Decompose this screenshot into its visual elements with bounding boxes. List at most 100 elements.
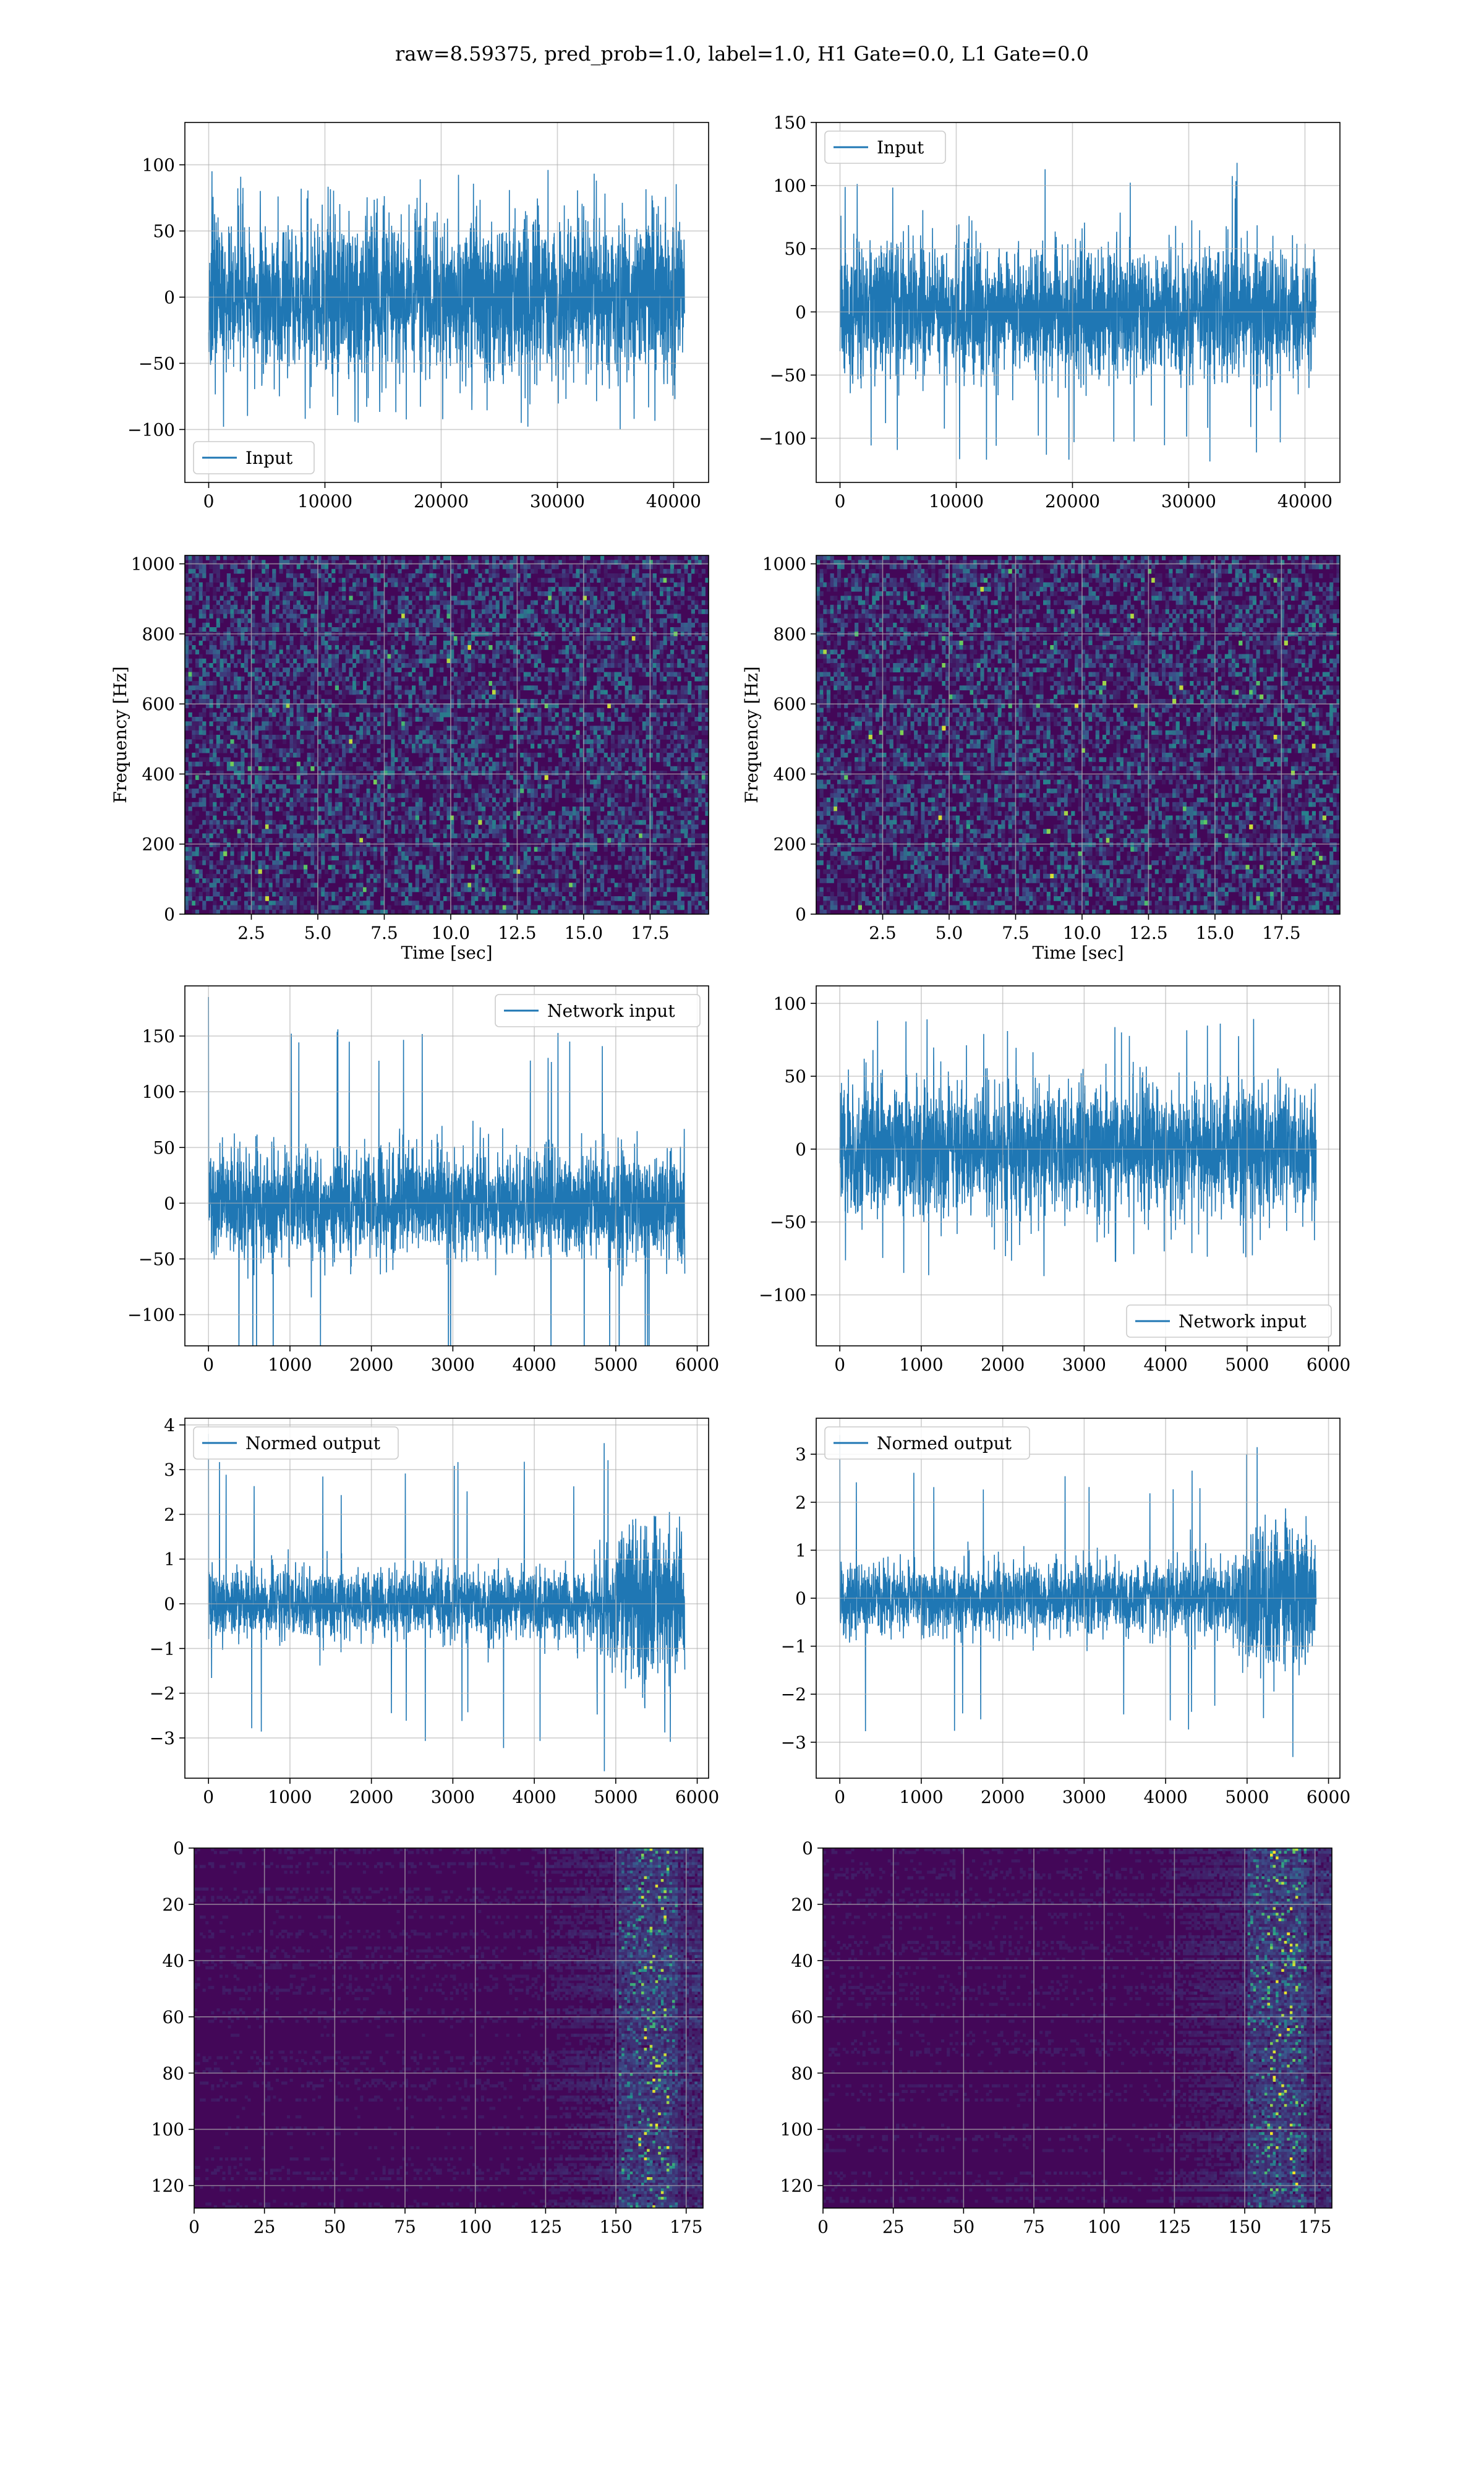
l1-normed-output-y-tick-label: −2 <box>781 1684 806 1705</box>
h1-feature-map-y-tick-label: 100 <box>151 2120 184 2140</box>
h1-normed-output-y-tick-label: 0 <box>164 1594 175 1614</box>
h1-input-y-tick-label: 0 <box>164 287 175 307</box>
l1-normed-output-y-tick-label: −3 <box>781 1732 806 1753</box>
l1-feature-map-x-tick-label: 150 <box>1228 2217 1261 2237</box>
h1-normed-output-y-tick-label: −1 <box>150 1638 175 1659</box>
h1-network-input-y-tick-label: −100 <box>127 1305 175 1325</box>
h1-network-input-plot-area <box>208 996 686 1346</box>
l1-normed-output-x-tick-label: 5000 <box>1225 1787 1269 1807</box>
h1-spectrogram-x-tick-label: 17.5 <box>631 923 669 943</box>
l1-normed-output-x-tick-label: 1000 <box>899 1787 943 1807</box>
h1-feature-map-axes-frame <box>194 1847 704 2209</box>
h1-normed-output-axes-frame <box>184 1418 709 1779</box>
l1-spectrogram-y-axis-label: Frequency [Hz] <box>741 666 762 803</box>
h1-network-input-x-tick-label: 2000 <box>349 1355 393 1375</box>
h1-input-plot-area <box>208 169 685 430</box>
h1-network-input-y-tick-label: 100 <box>142 1082 175 1102</box>
l1-spectrogram-x-tick-label: 10.0 <box>1063 923 1101 943</box>
h1-network-input-x-tick-label: 5000 <box>594 1355 638 1375</box>
panel-l1-network-input: 0 1000 2000 3000 4000 5000 6000 −100 −50 0 50 100 Ne… <box>759 985 1350 1375</box>
h1-feature-map-plot-area <box>194 1848 703 2208</box>
panel-h1-feature-map: 0 25 50 75 100 125 150 175 0 20 40 60 80 100 120 <box>151 1838 704 2237</box>
l1-normed-output-x-tick-label: 2000 <box>981 1787 1025 1807</box>
l1-input-y-tick-label: 0 <box>795 302 806 322</box>
l1-feature-map-x-tick-label: 0 <box>817 2217 829 2237</box>
l1-spectrogram-plot-area <box>816 555 1340 914</box>
h1-normed-output-x-tick-label: 0 <box>203 1787 214 1807</box>
h1-feature-map-x-tick-label: 25 <box>254 2217 276 2237</box>
l1-network-input-x-tick-label: 6000 <box>1307 1355 1350 1375</box>
h1-feature-map-x-tick-label: 175 <box>670 2217 702 2237</box>
l1-network-input-x-tick-label: 0 <box>834 1355 845 1375</box>
h1-normed-output-x-tick-label: 3000 <box>431 1787 475 1807</box>
h1-spectrogram-y-axis-label: Frequency [Hz] <box>110 666 130 803</box>
l1-input-y-tick-label: 150 <box>774 113 806 133</box>
h1-input-grid <box>185 122 709 482</box>
l1-network-input-legend-label: Network input <box>1179 1311 1307 1332</box>
l1-spectrogram-x-tick-label: 12.5 <box>1129 923 1167 943</box>
h1-input-y-tick-label: −100 <box>127 419 175 440</box>
h1-spectrogram-y-tick-label: 400 <box>142 764 175 784</box>
l1-input-x-tick-label: 0 <box>835 491 846 511</box>
l1-network-input-x-tick-label: 3000 <box>1062 1355 1106 1375</box>
h1-network-input-x-tick-label: 4000 <box>512 1355 556 1375</box>
l1-input-plot-area <box>839 163 1316 462</box>
l1-network-input-x-tick-label: 4000 <box>1143 1355 1187 1375</box>
h1-feature-map-y-tick-label: 120 <box>151 2176 184 2196</box>
l1-feature-map-y-tick-label: 20 <box>791 1894 813 1915</box>
l1-network-input-x-tick-label: 2000 <box>981 1355 1025 1375</box>
h1-input-x-tick-label: 0 <box>203 491 215 511</box>
h1-network-input-x-tick-label: 1000 <box>268 1355 312 1375</box>
l1-normed-output-plot-area <box>839 1435 1317 1757</box>
l1-network-input-grid <box>816 986 1340 1346</box>
h1-spectrogram-plot-area <box>185 555 709 914</box>
l1-spectrogram-y-tick-label: 1000 <box>762 554 806 575</box>
h1-normed-output-y-tick-label: 1 <box>164 1549 175 1570</box>
h1-input-x-tick-label: 40000 <box>646 491 701 511</box>
l1-input-x-tick-label: 40000 <box>1277 491 1333 511</box>
h1-spectrogram-x-tick-label: 10.0 <box>432 923 470 943</box>
l1-input-axes-frame <box>816 122 1341 483</box>
h1-network-input-legend: Network input <box>495 994 701 1027</box>
l1-feature-map-x-tick-label: 125 <box>1158 2217 1191 2237</box>
h1-input-legend: Input <box>193 441 315 474</box>
l1-feature-map-y-tick-label: 0 <box>802 1838 813 1859</box>
l1-network-input-axes-frame <box>816 985 1341 1346</box>
h1-spectrogram-y-tick-label: 800 <box>142 624 175 644</box>
l1-input-y-tick-label: 100 <box>774 176 806 196</box>
h1-normed-output-x-tick-label: 1000 <box>268 1787 312 1807</box>
h1-feature-map-y-tick-label: 80 <box>162 2063 184 2084</box>
l1-network-input-x-tick-label: 5000 <box>1225 1355 1269 1375</box>
l1-normed-output-x-tick-label: 0 <box>834 1787 845 1807</box>
h1-network-input-x-tick-label: 6000 <box>675 1355 719 1375</box>
h1-network-input-grid <box>185 986 709 1346</box>
h1-input-y-tick-label: 100 <box>142 155 175 175</box>
h1-spectrogram-x-tick-label: 12.5 <box>498 923 536 943</box>
h1-spectrogram-x-tick-label: 2.5 <box>237 923 265 943</box>
l1-normed-output-legend: Normed output <box>824 1426 1030 1460</box>
l1-network-input-x-tick-label: 1000 <box>899 1355 943 1375</box>
h1-network-input-x-tick-label: 3000 <box>431 1355 475 1375</box>
h1-normed-output-x-tick-label: 6000 <box>675 1787 719 1807</box>
h1-feature-map-x-tick-label: 150 <box>599 2217 632 2237</box>
l1-normed-output-x-tick-label: 3000 <box>1062 1787 1106 1807</box>
panel-l1-feature-map: 0 25 50 75 100 125 150 175 0 20 40 60 80 100 120 <box>780 1838 1333 2237</box>
h1-spectrogram-y-tick-label: 600 <box>142 694 175 714</box>
l1-feature-map-plot-area <box>823 1848 1332 2208</box>
h1-network-input-y-tick-label: −50 <box>139 1249 175 1269</box>
h1-feature-map-x-tick-label: 75 <box>394 2217 416 2237</box>
h1-normed-output-legend: Normed output <box>193 1426 399 1460</box>
h1-network-input-y-tick-label: 150 <box>142 1026 175 1047</box>
h1-feature-map-y-tick-label: 40 <box>162 1951 184 1971</box>
l1-spectrogram-x-tick-label: 2.5 <box>869 923 897 943</box>
l1-normed-output-y-tick-label: 1 <box>795 1540 806 1560</box>
h1-network-input-series-line <box>208 996 686 1346</box>
l1-spectrogram-y-tick-label: 600 <box>774 694 806 714</box>
l1-spectrogram-y-tick-label: 200 <box>774 834 806 855</box>
l1-feature-map-x-tick-label: 75 <box>1023 2217 1045 2237</box>
l1-feature-map-axes-frame <box>822 1847 1333 2209</box>
l1-spectrogram-axes-frame <box>816 555 1341 915</box>
h1-normed-output-legend-label: Normed output <box>245 1433 381 1453</box>
h1-normed-output-x-tick-label: 5000 <box>594 1787 638 1807</box>
h1-feature-map-y-tick-label: 20 <box>162 1894 184 1915</box>
